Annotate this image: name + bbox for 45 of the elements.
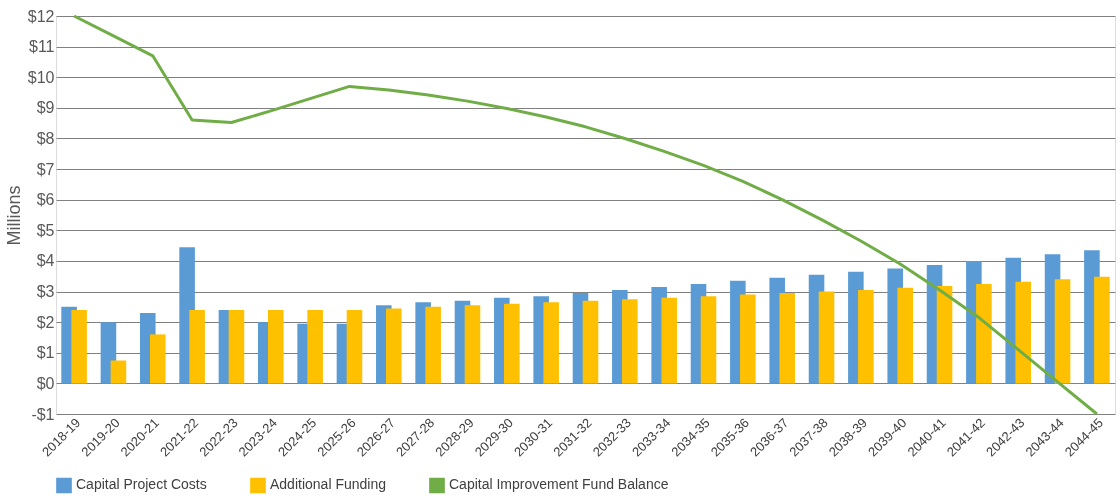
bar [1054,279,1071,384]
bar [582,300,599,384]
bar [858,290,874,384]
y-tick-label: $9 [36,99,55,117]
bar [464,305,481,384]
bar [425,306,441,384]
y-axis-title: Millions [3,185,24,246]
y-tick-label: $5 [36,221,55,239]
y-tick-label: $1 [36,344,55,362]
y-tick-label: $6 [36,191,55,209]
legend-label: Capital Improvement Fund Balance [449,476,669,493]
bar [1015,281,1032,384]
bar [110,360,127,384]
bar [386,308,402,384]
y-tick-label: $7 [36,160,55,178]
y-tick-label: $10 [27,68,55,86]
y-tick-label: $12 [27,7,55,25]
bar [1094,276,1110,384]
y-tick-label: $4 [36,252,55,270]
bar [346,309,363,384]
bar [818,291,835,384]
line-series [72,14,1099,416]
bar [543,302,559,384]
bar [189,309,205,384]
bar [228,309,245,384]
bar [936,286,953,384]
y-tick-label: $2 [36,313,55,331]
y-tick-label: $3 [36,283,55,301]
bar [149,334,166,384]
y-tick-label: $0 [36,374,55,392]
bar [268,309,284,384]
y-tick-label: $11 [28,38,55,56]
bar [71,309,87,384]
bar [622,299,638,384]
bar [700,296,717,384]
bar [897,287,913,384]
bar [740,294,756,384]
bar [504,303,520,384]
legend-label: Additional Funding [270,476,386,493]
bar [976,283,992,384]
bar [307,309,323,384]
bar [779,293,795,384]
bar [661,297,677,384]
legend-label: Capital Project Costs [76,476,207,493]
y-tick-label: $8 [36,129,55,147]
